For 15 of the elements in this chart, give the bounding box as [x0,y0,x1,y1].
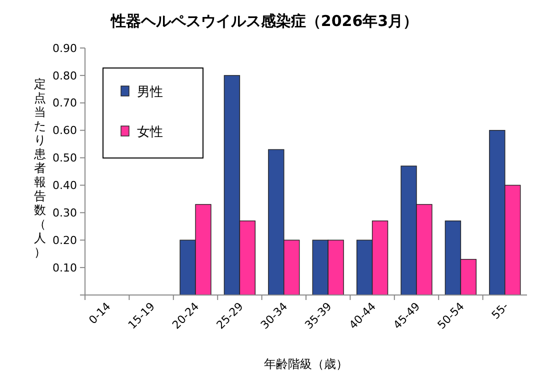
y-tick-label: 0.50 [52,152,77,165]
y-tick-label: 0.60 [52,124,77,138]
y-tick-label: 0.20 [52,234,77,247]
chart-title: 性器ヘルペスウイルス感染症（2026年3月） [110,12,418,30]
y-tick-label: 0.70 [52,96,77,110]
y-tick-label: 0.90 [52,42,77,55]
x-axis-title: 年齢階級（歳） [264,357,348,371]
y-tick-label: 0.30 [52,206,77,220]
y-tick-label: 0.80 [52,69,77,82]
text: 定点当たり患者報告数（人） [34,77,46,259]
legend-label: 男性 [137,85,163,100]
y-tick-label: 0.40 [52,179,77,192]
x-tick-label: 55- [489,300,512,322]
legend-label: 女性 [137,125,163,140]
y-tick-label: 0.10 [52,261,77,274]
